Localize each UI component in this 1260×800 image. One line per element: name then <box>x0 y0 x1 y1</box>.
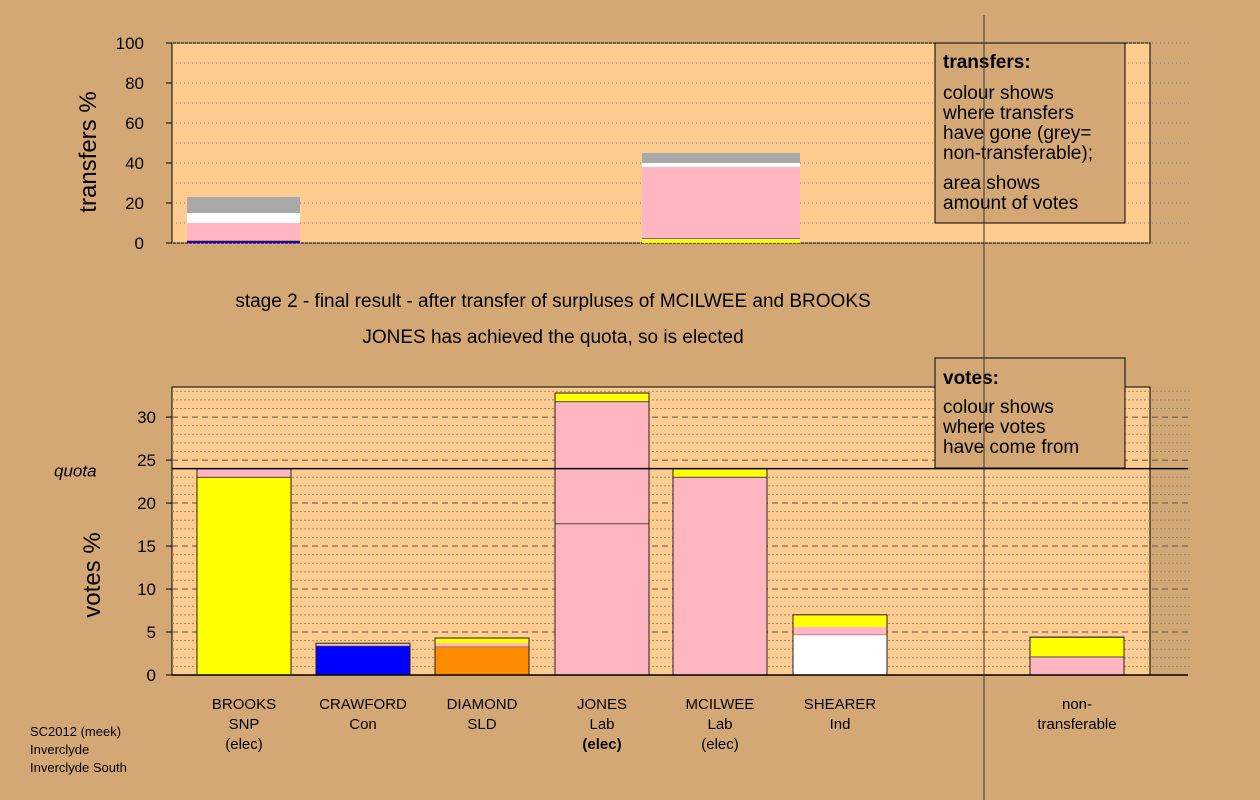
transfers-legend-title: transfers: <box>943 52 1031 73</box>
votes-bar-segment <box>1029 656 1125 676</box>
votes-legend-title: votes: <box>943 368 999 389</box>
chart-texts: stage 2 - final result - after transfer … <box>30 291 871 775</box>
votes-ytick-label: 25 <box>137 451 156 470</box>
votes-bar-segment <box>793 614 887 627</box>
transfers-legend-text: non-transferable); <box>943 143 1093 164</box>
transfers-ytick-label: 0 <box>135 234 144 253</box>
candidate-label-name: CRAWFORD <box>319 696 407 713</box>
votes-bar-segment <box>196 476 292 676</box>
transfers-legend-text: area shows <box>943 173 1040 194</box>
votes-legend-box <box>934 357 1126 469</box>
transfers-bar-segment <box>187 223 300 240</box>
candidate-label-party: Lab <box>707 716 732 733</box>
candidate-label-party: SNP <box>229 716 260 733</box>
transfers-ytick-label: 100 <box>116 34 144 53</box>
footer-line2: Inverclyde <box>30 742 89 757</box>
transfers-bar-segment <box>642 163 800 167</box>
votes-ytick-label: 20 <box>137 494 156 513</box>
votes-bar-segment <box>554 392 650 403</box>
votes-bar-segment <box>434 646 530 676</box>
transfers-ytick-label: 60 <box>125 114 144 133</box>
candidate-label-name: DIAMOND <box>447 696 518 713</box>
transfers-legend-text: colour shows <box>943 83 1054 104</box>
candidate-label-party: transferable <box>1037 716 1116 733</box>
transfers-bar-segment <box>642 153 800 163</box>
candidate-label-name: SHEARER <box>804 696 877 713</box>
transfers-bar-segment <box>642 238 800 239</box>
transfers-legend-text: have gone (grey= <box>943 123 1091 144</box>
votes-bar-segment <box>672 476 768 676</box>
transfers-legend-text: amount of votes <box>943 193 1078 214</box>
footer-line1: SC2012 (meek) <box>30 724 121 739</box>
candidate-label-party: Con <box>349 716 377 733</box>
votes-bar-segment <box>554 401 650 525</box>
votes-bar-segment <box>315 645 411 676</box>
candidate-label-party: Ind <box>830 716 851 733</box>
transfers-bar-segment <box>187 241 300 243</box>
votes-ylabel: votes % <box>79 532 106 617</box>
transfers-ytick-label: 40 <box>125 154 144 173</box>
transfers-ylabel: transfers % <box>75 91 102 212</box>
transfers-bar-segment <box>187 213 300 223</box>
votes-bar-segment <box>793 626 887 635</box>
votes-ytick-label: 15 <box>137 537 156 556</box>
transfers-legend-text: where transfers <box>942 103 1074 124</box>
votes-ytick-label: 30 <box>137 408 156 427</box>
votes-bar-segment <box>435 643 529 647</box>
votes-legend-text: have come from <box>943 437 1079 458</box>
transfers-panel: 0 20 40 60 80 100 transfers % transfers: colour … <box>75 34 1190 253</box>
votes-legend-text: colour shows <box>943 397 1054 418</box>
transfers-bar-segment <box>187 240 300 241</box>
transfers-bar-segment <box>642 167 800 239</box>
candidate-label-party: SLD <box>467 716 496 733</box>
votes-legend-text: where votes <box>942 417 1045 438</box>
transfers-bar-segment <box>187 197 300 213</box>
votes-bar-segment <box>435 638 529 644</box>
votes-bar-segment <box>792 634 888 676</box>
footer-line3: Inverclyde South <box>30 760 127 775</box>
transfers-ytick-label: 20 <box>125 194 144 213</box>
votes-ytick-label: 10 <box>137 580 156 599</box>
candidate-label-name: JONES <box>577 696 627 713</box>
chart-title-line1: stage 2 - final result - after transfer … <box>235 291 870 312</box>
candidate-label-status: (elec) <box>582 736 621 753</box>
votes-bar-segment <box>1029 636 1125 658</box>
candidate-label-name: MCILWEE <box>686 696 755 713</box>
transfers-ytick-label: 80 <box>125 74 144 93</box>
candidate-label-name: BROOKS <box>212 696 276 713</box>
chart-title-line2: JONES has achieved the quota, so is elec… <box>362 327 743 348</box>
votes-bar-segment <box>196 468 292 478</box>
votes-ytick-label: 5 <box>147 623 156 642</box>
candidate-label-status: (elec) <box>225 736 263 753</box>
transfers-legend-box <box>934 42 1126 224</box>
votes-ytick-label: 0 <box>147 666 156 685</box>
votes-bar-segment <box>672 468 768 478</box>
quota-label: quota <box>54 462 97 481</box>
votes-bar-segment <box>316 644 410 646</box>
candidate-label-status: (elec) <box>701 736 739 753</box>
transfers-bar-segment <box>642 239 800 243</box>
votes-panel: 0 5 10 15 20 25 30 votes % BROOKS SNP (elec) CRAWFO… <box>54 357 1190 753</box>
candidate-label-name: non- <box>1062 696 1092 713</box>
candidate-label-party: Lab <box>589 716 614 733</box>
votes-bar-segment <box>554 523 650 676</box>
